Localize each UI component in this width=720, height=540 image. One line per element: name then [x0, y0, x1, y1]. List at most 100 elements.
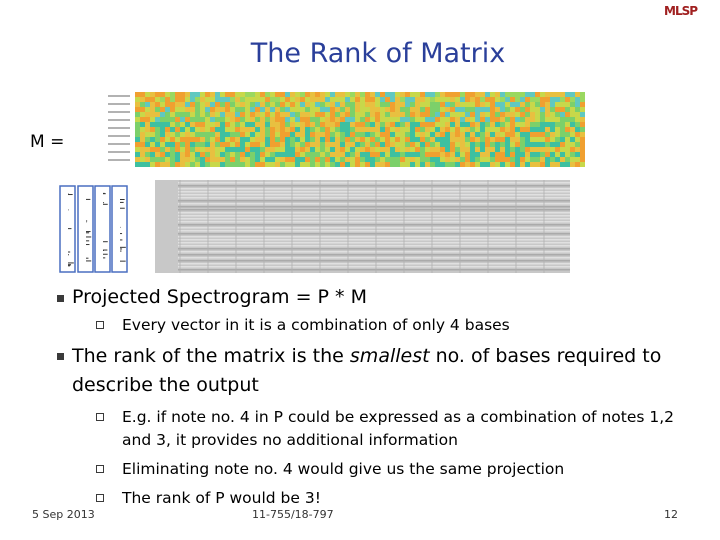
spectrogram-cell: [580, 142, 585, 147]
spectrogram-cell: [185, 127, 190, 132]
spectrogram-cell: [135, 137, 140, 142]
spectrogram-cell: [345, 142, 350, 147]
spectrogram-cell: [390, 147, 395, 152]
spectrogram-cell: [410, 157, 415, 162]
spectrogram-cell: [345, 147, 350, 152]
spectrogram-cell: [415, 92, 420, 97]
spectrogram-cell: [380, 122, 385, 127]
spectrogram-cell: [570, 132, 575, 137]
spectrogram-cell: [550, 127, 555, 132]
spectrogram-cell: [275, 117, 280, 122]
spectrogram-cell: [420, 112, 425, 117]
spectrogram-cell: [395, 97, 400, 102]
spectrogram-cell: [570, 117, 575, 122]
spectrogram-cell: [180, 157, 185, 162]
spectrogram-cell: [250, 112, 255, 117]
spectrogram-cell: [410, 112, 415, 117]
spectrogram-cell: [580, 117, 585, 122]
spectrogram-cell: [135, 132, 140, 137]
spectrogram-cell: [400, 137, 405, 142]
spectrogram-cell: [155, 162, 160, 167]
spectrogram-cell: [345, 97, 350, 102]
spectrogram-cell: [205, 152, 210, 157]
spectrogram-cell: [250, 117, 255, 122]
spectrogram-cell: [300, 137, 305, 142]
spectrogram-cell: [350, 147, 355, 152]
spectrogram-cell: [540, 92, 545, 97]
spectrogram-cell: [360, 162, 365, 167]
spectrogram-cell: [345, 162, 350, 167]
spectrogram-cell: [135, 157, 140, 162]
spectrogram-cell: [245, 117, 250, 122]
spectrogram-cell: [485, 132, 490, 137]
spectrogram-cell: [415, 162, 420, 167]
spectrogram-cell: [440, 112, 445, 117]
spectrogram-cell: [395, 92, 400, 97]
spectrogram-cell: [465, 92, 470, 97]
spectrogram-cell: [495, 132, 500, 137]
spectrogram-cell: [410, 127, 415, 132]
spectrogram-cell: [350, 127, 355, 132]
spectrogram-cell: [200, 147, 205, 152]
spectrogram-cell: [495, 117, 500, 122]
spectrogram-cell: [230, 97, 235, 102]
spectrogram-cell: [160, 162, 165, 167]
spectrogram-cell: [300, 117, 305, 122]
spectrogram-cell: [575, 97, 580, 102]
spectrogram-cell: [305, 162, 310, 167]
spectrogram-cell: [155, 127, 160, 132]
spectrogram-cell: [435, 132, 440, 137]
spectrogram-cell: [185, 162, 190, 167]
spectrogram-cell: [365, 107, 370, 112]
spectrogram-cell: [530, 102, 535, 107]
spectrogram-cell: [285, 142, 290, 147]
spectrogram-cell: [440, 152, 445, 157]
spectrogram-cell: [235, 102, 240, 107]
spectrogram-cell: [385, 102, 390, 107]
spectrogram-cell: [475, 92, 480, 97]
spectrogram-cell: [310, 157, 315, 162]
spectrogram-cell: [555, 137, 560, 142]
spectrogram-cell: [515, 127, 520, 132]
spectrogram-cell: [465, 107, 470, 112]
spectrogram-cell: [240, 122, 245, 127]
spectrogram-cell: [190, 97, 195, 102]
spectrogram-cell: [250, 97, 255, 102]
spectrogram-cell: [150, 92, 155, 97]
spectrogram-cell: [580, 107, 585, 112]
spectrogram-cell: [375, 112, 380, 117]
spectrogram-cell: [235, 107, 240, 112]
spectrogram-cell: [370, 152, 375, 157]
spectrogram-cell: [530, 132, 535, 137]
text: The rank of the matrix is the: [72, 345, 350, 367]
spectrogram-cell: [320, 97, 325, 102]
spectrogram-cell: [290, 147, 295, 152]
spectrogram-cell: [490, 132, 495, 137]
spectrogram-cell: [180, 127, 185, 132]
spectrogram-cell: [410, 107, 415, 112]
spectrogram-cell: [480, 157, 485, 162]
spectrogram-cell: [430, 142, 435, 147]
spectrogram-cell: [215, 107, 220, 112]
sub-bullet-text: Eliminating note no. 4 would give us the…: [122, 460, 565, 478]
spectrogram-cell: [470, 112, 475, 117]
spectrogram-cell: [210, 137, 215, 142]
spectrogram-cell: [490, 102, 495, 107]
spectrogram-cell: [275, 137, 280, 142]
spectrogram-cell: [190, 107, 195, 112]
spectrogram-cell: [410, 102, 415, 107]
spectrogram-cell: [525, 132, 530, 137]
spectrogram-cell: [380, 112, 385, 117]
spectrogram-cell: [360, 117, 365, 122]
spectrogram-cell: [510, 97, 515, 102]
spectrogram-cell: [400, 157, 405, 162]
spectrogram-cell: [155, 152, 160, 157]
spectrogram-cell: [310, 137, 315, 142]
spectrogram-cell: [335, 137, 340, 142]
spectrogram-cell: [290, 102, 295, 107]
spectrogram-cell: [245, 162, 250, 167]
spectrogram-cell: [275, 107, 280, 112]
spectrogram-cell: [465, 112, 470, 117]
spectrogram-cell: [350, 107, 355, 112]
spectrogram-cell: [470, 132, 475, 137]
